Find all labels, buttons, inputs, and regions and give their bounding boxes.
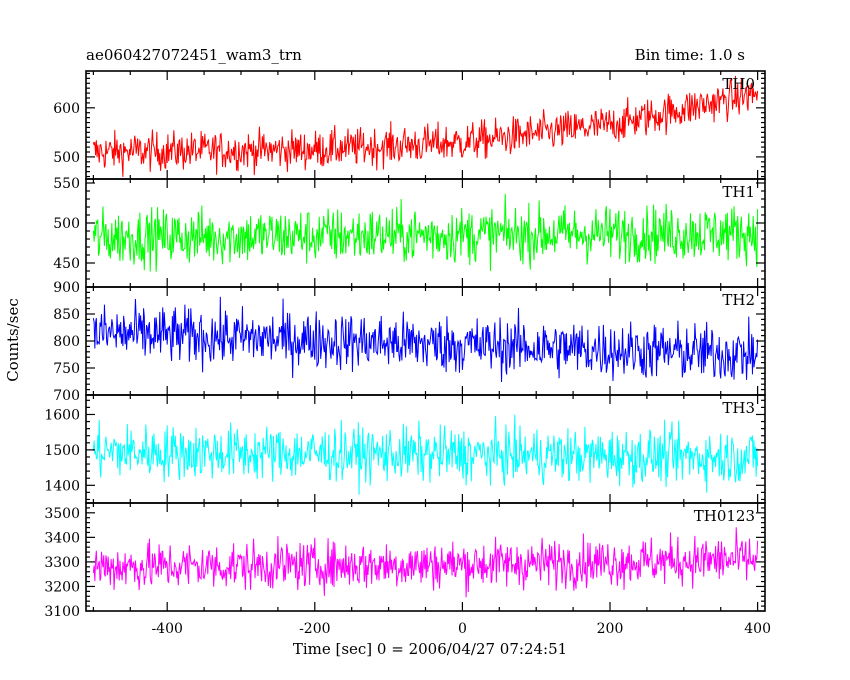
y-tick-label: 500 (53, 216, 80, 232)
y-tick-label: 1600 (44, 407, 80, 423)
panel-label-th3: TH3 (722, 399, 755, 417)
series-line-th0123 (92, 527, 759, 598)
y-tick-label: 800 (53, 334, 80, 350)
panel-label-th1: TH1 (722, 183, 755, 201)
series-line-th2 (92, 296, 759, 382)
chart-title-left: ae060427072451_wam3_trn (86, 46, 302, 64)
y-tick-label: 1500 (44, 443, 80, 459)
x-tick-label: 200 (597, 621, 624, 637)
y-tick-label: 1400 (44, 478, 80, 494)
series-line-th0 (92, 75, 759, 177)
y-tick-label: 3500 (44, 506, 80, 522)
y-tick-label: 3300 (44, 555, 80, 571)
series-line-th3 (92, 414, 759, 495)
panel-label-th2: TH2 (722, 291, 755, 309)
x-tick-label: 0 (458, 621, 467, 637)
y-tick-label: 750 (53, 361, 80, 377)
panel-label-th0123: TH0123 (694, 507, 755, 525)
panel-frame-th0 (85, 70, 766, 180)
panel-label-th0: TH0 (722, 75, 755, 93)
y-tick-label: 450 (53, 256, 80, 272)
x-tick-label: -200 (299, 621, 330, 637)
y-tick-label: 600 (53, 101, 80, 117)
y-tick-label: 850 (53, 307, 80, 323)
chart-title-right: Bin time: 1.0 s (635, 46, 745, 64)
x-tick-label: 400 (744, 621, 771, 637)
y-tick-label: 3100 (44, 604, 80, 620)
y-tick-label: 3200 (44, 579, 80, 595)
y-tick-label: 700 (53, 388, 80, 404)
x-axis-label: Time [sec] 0 = 2006/04/27 07:24:51 (293, 640, 567, 658)
y-tick-label: 550 (53, 176, 80, 192)
x-tick-label: -400 (151, 621, 182, 637)
y-tick-label: 3400 (44, 530, 80, 546)
panels-group: 500 600 TH0 450 500 550 TH1 700 750 800 850 900 TH2 1… (44, 70, 771, 637)
y-tick-label: 900 (53, 280, 80, 296)
y-tick-label: 500 (53, 150, 80, 166)
series-line-th1 (92, 193, 759, 272)
y-axis-label: Counts/sec (4, 298, 22, 382)
